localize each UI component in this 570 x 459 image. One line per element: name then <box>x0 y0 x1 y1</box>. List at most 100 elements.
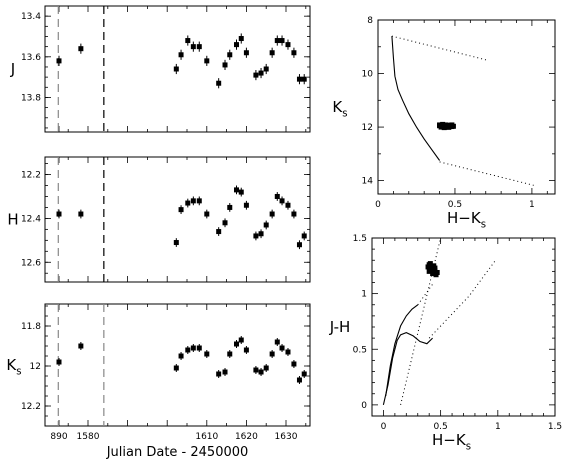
isochrone-line <box>391 36 441 161</box>
data-point <box>296 377 302 383</box>
x-axis-label: H−Ks <box>432 431 471 453</box>
data-point <box>185 347 191 353</box>
x-tick-label: 1 <box>529 200 535 210</box>
data-point <box>222 369 228 375</box>
x-tick-label: 1630 <box>275 432 298 442</box>
data-point <box>274 339 280 345</box>
data-point <box>274 38 280 44</box>
data-point <box>301 371 307 377</box>
data-point <box>253 367 259 373</box>
data-point <box>196 198 202 204</box>
y-tick-label: 12.2 <box>21 171 41 181</box>
y-tick-label: 12 <box>30 362 41 372</box>
data-point <box>173 66 179 72</box>
data-point <box>204 351 210 357</box>
x-tick-label: 890 <box>50 432 67 442</box>
data-point <box>258 70 264 76</box>
reddening-vector <box>439 161 537 187</box>
data-point <box>285 349 291 355</box>
data-point <box>56 211 62 217</box>
x-tick-label: 0 <box>381 422 387 432</box>
data-point <box>78 211 84 217</box>
data-point <box>173 240 179 246</box>
sequence-line <box>382 332 433 406</box>
y-axis-label: J <box>10 60 15 78</box>
data-point <box>185 200 191 206</box>
reddening-band <box>400 237 442 406</box>
data-point <box>190 198 196 204</box>
x-tick-label: 1620 <box>235 432 258 442</box>
data-point <box>291 211 297 217</box>
x-tick-label: 1.5 <box>548 422 562 432</box>
x-axis-label: Julian Date - 2450000 <box>106 445 249 459</box>
y-axis-label: Ks <box>332 98 347 120</box>
y-tick-label: 12.6 <box>21 258 41 268</box>
data-point <box>238 36 244 42</box>
data-point <box>204 211 210 217</box>
data-point <box>258 369 264 375</box>
data-point <box>238 189 244 195</box>
lightcurve-frame-lc_Ks <box>44 303 311 427</box>
data-point <box>78 343 84 349</box>
data-point <box>269 351 275 357</box>
y-axis-label: Ks <box>6 356 21 378</box>
y-tick-label: 13.8 <box>21 93 41 103</box>
data-point <box>285 202 291 208</box>
data-point <box>178 52 184 58</box>
data-point <box>190 44 196 50</box>
data-point <box>291 50 297 56</box>
data-point <box>243 50 249 56</box>
data-point <box>285 42 291 48</box>
y-tick-label: 11.8 <box>21 322 41 332</box>
data-point <box>243 347 249 353</box>
y-tick-label: 14 <box>362 177 374 187</box>
ccd-frame <box>371 237 556 417</box>
data-point <box>216 80 222 86</box>
reddening-vector <box>391 35 488 61</box>
cmd-frame <box>377 19 556 195</box>
y-tick-label: 13.4 <box>21 12 41 22</box>
data-point <box>227 52 233 58</box>
data-point <box>291 361 297 367</box>
data-point <box>434 269 440 275</box>
data-point <box>258 231 264 237</box>
y-axis-label: J-H <box>329 318 351 336</box>
data-point <box>279 198 285 204</box>
y-tick-label: 12.4 <box>21 214 41 224</box>
data-point <box>204 58 210 64</box>
data-point <box>178 353 184 359</box>
data-point <box>437 122 443 128</box>
data-point <box>263 222 269 228</box>
data-point <box>227 204 233 210</box>
data-point <box>238 337 244 343</box>
data-point <box>78 46 84 52</box>
y-tick-label: 12.2 <box>21 402 41 412</box>
data-point <box>178 207 184 213</box>
data-point <box>449 122 455 128</box>
data-point <box>216 229 222 235</box>
data-point <box>234 341 239 347</box>
data-point <box>190 345 196 351</box>
data-point <box>441 122 447 128</box>
data-point <box>173 365 179 371</box>
data-point <box>196 345 202 351</box>
y-tick-label: 1 <box>361 290 367 300</box>
lightcurve-frame-lc_H <box>44 156 311 283</box>
lightcurve-frame-lc_J <box>44 5 311 133</box>
x-tick-label: 0.5 <box>433 422 447 432</box>
x-axis-label: H−Ks <box>447 209 486 231</box>
reddening-band <box>417 282 435 306</box>
y-tick-label: 0 <box>361 401 367 411</box>
data-point <box>243 202 249 208</box>
x-tick-label: 0.5 <box>448 200 462 210</box>
data-point <box>274 193 280 199</box>
data-point <box>446 124 452 130</box>
y-tick-label: 12 <box>362 123 373 133</box>
data-point <box>428 264 434 270</box>
data-point <box>227 351 233 357</box>
data-point <box>279 38 285 44</box>
y-tick-label: 13.6 <box>21 53 41 63</box>
data-point <box>253 233 259 239</box>
data-point <box>196 44 202 50</box>
data-point <box>222 220 228 226</box>
